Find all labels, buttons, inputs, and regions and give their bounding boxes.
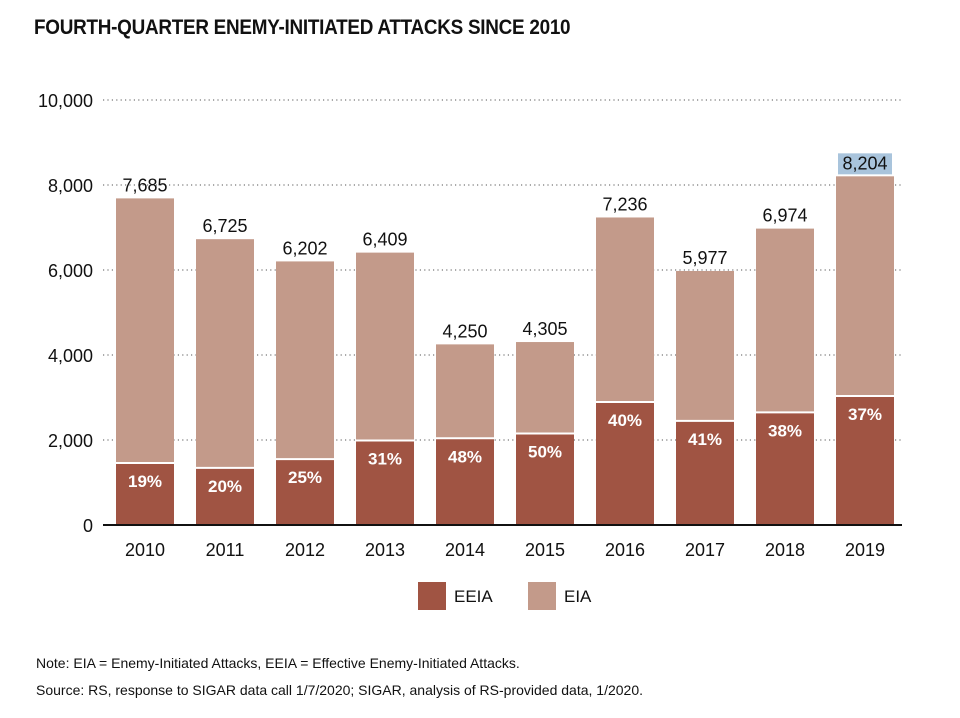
eeia-share-label: 25% <box>288 468 322 487</box>
legend-swatch <box>418 582 446 610</box>
bar-eia <box>196 239 254 468</box>
legend-label: EIA <box>564 587 592 606</box>
total-label: 7,236 <box>602 194 647 214</box>
bar-eeia <box>436 438 494 525</box>
bar-eeia <box>516 433 574 525</box>
bar-eeia <box>596 402 654 525</box>
bar-eeia <box>836 396 894 525</box>
total-label: 6,202 <box>282 238 327 258</box>
eeia-share-label: 20% <box>208 477 242 496</box>
chart-title: FOURTH-QUARTER ENEMY-INITIATED ATTACKS S… <box>34 16 571 39</box>
x-tick-label: 2016 <box>605 540 645 560</box>
x-tick-label: 2019 <box>845 540 885 560</box>
eeia-share-label: 41% <box>688 430 722 449</box>
data-labels: 7,685 19% 6,725 20% 6,202 25% 6,409 31% 4,250 48%… <box>122 153 892 496</box>
eeia-share-label: 50% <box>528 443 562 462</box>
x-axis-ticks: 2010 2011 2012 2013 2014 2015 2016 2017 2018 2019 <box>125 540 885 560</box>
bar-eia <box>596 217 654 403</box>
bar-eia <box>836 176 894 397</box>
x-tick-label: 2011 <box>206 540 245 560</box>
eeia-share-label: 19% <box>128 472 162 491</box>
eeia-share-label: 40% <box>608 411 642 430</box>
bar-eia <box>356 252 414 441</box>
bar-eeia <box>356 440 414 525</box>
total-label: 5,977 <box>682 248 727 268</box>
y-tick-label: 6,000 <box>48 261 93 281</box>
x-tick-label: 2010 <box>125 540 165 560</box>
total-label: 4,305 <box>522 319 567 339</box>
bar-eeia <box>196 467 254 525</box>
y-tick-label: 0 <box>83 516 93 536</box>
bar-eia <box>436 344 494 439</box>
y-axis-ticks: 0 2,000 4,000 6,000 8,000 10,000 <box>38 91 93 536</box>
eeia-share-label: 38% <box>768 421 802 440</box>
y-tick-label: 8,000 <box>48 176 93 196</box>
total-label: 7,685 <box>122 175 167 195</box>
eeia-share-label: 31% <box>368 450 402 469</box>
legend-swatch <box>528 582 556 610</box>
bar-eeia <box>116 462 174 525</box>
total-label: 8,204 <box>842 153 887 173</box>
chart-source: Source: RS, response to SIGAR data call … <box>36 682 643 698</box>
x-tick-label: 2012 <box>285 540 325 560</box>
bar-eeia <box>676 420 734 525</box>
bar-eia <box>116 198 174 463</box>
legend: EEIA EIA <box>418 582 592 610</box>
y-tick-label: 4,000 <box>48 346 93 366</box>
total-label: 6,409 <box>362 230 407 250</box>
eeia-share-label: 37% <box>848 405 882 424</box>
y-tick-label: 2,000 <box>48 431 93 451</box>
total-label: 6,725 <box>202 216 247 236</box>
chart-note: Note: EIA = Enemy-Initiated Attacks, EEI… <box>36 655 520 671</box>
total-label: 4,250 <box>442 321 487 341</box>
x-tick-label: 2014 <box>445 540 485 560</box>
legend-label: EEIA <box>454 587 493 606</box>
x-tick-label: 2017 <box>685 540 725 560</box>
x-tick-label: 2015 <box>525 540 565 560</box>
total-label: 6,974 <box>762 206 807 226</box>
bar-eia <box>676 270 734 421</box>
bars <box>116 176 894 525</box>
bar-eia <box>276 261 334 460</box>
y-tick-label: 10,000 <box>38 91 93 111</box>
bar-eia <box>516 342 574 434</box>
x-tick-label: 2013 <box>365 540 405 560</box>
bar-eeia <box>756 412 814 525</box>
eeia-share-label: 48% <box>448 447 482 466</box>
total-highlight <box>838 153 892 175</box>
x-tick-label: 2018 <box>765 540 805 560</box>
bar-eia <box>756 228 814 413</box>
bar-eeia <box>276 459 334 525</box>
